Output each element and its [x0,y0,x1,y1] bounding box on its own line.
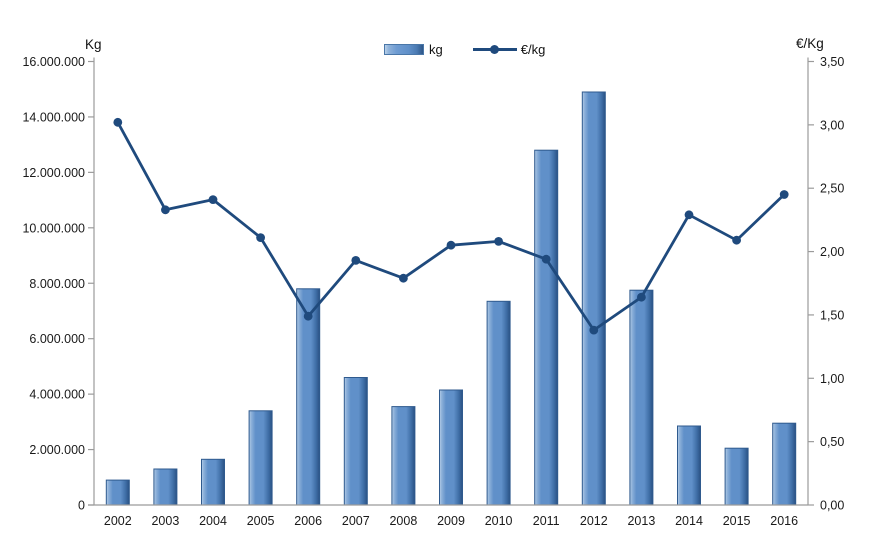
legend-line-swatch-icon [472,44,517,54]
x-axis-label-2010: 2010 [485,514,513,528]
x-axis-label-2003: 2003 [151,514,179,528]
bar-2013 [629,289,654,506]
right-axis-tick-label: 3,50 [820,55,844,69]
left-axis-tick-label: 0 [78,499,85,513]
right-axis-tick-label: 0,00 [820,499,844,513]
line-point-2014 [684,210,694,220]
right-axis-tick-label: 2,50 [820,182,844,196]
x-axis-label-2011: 2011 [533,514,560,528]
bar-2004 [201,458,225,506]
line-point-2007 [351,256,361,265]
legend-label-kg: kg [429,41,443,57]
left-axis-tick-label: 16.000.000 [22,55,85,69]
x-axis-label-2006: 2006 [294,514,322,528]
x-axis-label-2016: 2016 [770,514,798,528]
left-axis-title: Kg [85,37,102,52]
bar-2010 [486,300,511,506]
line-point-2015 [732,235,741,245]
line-point-2009 [446,240,456,250]
x-axis-label-2008: 2008 [389,514,417,528]
x-axis-label-2009: 2009 [437,514,465,528]
bar-2005 [248,410,273,506]
left-axis-tick-label: 6.000.000 [29,332,85,346]
bar-2006 [296,288,321,506]
bar-2009 [439,389,463,506]
x-axis-label-2014: 2014 [675,514,703,528]
right-axis-tick-label: 0,50 [820,435,844,449]
legend-line-dot-icon [490,44,500,54]
line-point-2005 [256,233,265,243]
right-axis-tick-label: 1,50 [820,308,844,322]
left-axis-tick-label: 10.000.000 [22,221,85,235]
x-axis-label-2007: 2007 [342,514,370,528]
price-line [116,120,786,332]
line-point-2003 [161,205,170,215]
bar-2012 [581,91,606,506]
bar-2007 [343,377,368,506]
line-point-2012 [589,325,599,335]
right-axis-tick-label: 3,00 [820,118,844,132]
x-axis-label-2015: 2015 [723,514,751,528]
legend-bar-swatch-icon [384,43,424,55]
left-axis-tick-label: 8.000.000 [29,277,85,291]
x-axis-label-2005: 2005 [247,514,275,528]
x-axis-label-2004: 2004 [199,514,227,528]
left-axis-tick-label: 14.000.000 [22,110,85,124]
bar-2015 [724,447,749,506]
bar-2014 [677,425,701,506]
legend: kg €/kg [384,41,545,57]
x-axis-label-2002: 2002 [104,514,132,528]
line-point-2004 [208,195,218,205]
left-axis-tick-label: 12.000.000 [22,166,85,180]
right-axis-tick-label: 2,00 [820,245,844,259]
right-axis-title: €/Kg [796,36,824,51]
line-point-2011 [541,254,551,264]
left-axis-tick-label: 2.000.000 [29,443,85,457]
x-axis-label-2012: 2012 [580,514,608,528]
bar-2003 [153,468,178,506]
line-point-2010 [494,237,503,246]
line-point-2006 [303,311,313,321]
line-point-2016 [779,190,789,199]
left-axis-tick-label: 4.000.000 [29,388,85,402]
line-point-2008 [399,273,408,283]
bar-2002 [105,479,130,506]
bar-2008 [391,406,416,506]
bar-2016 [772,422,797,506]
legend-label-eur-per-kg: €/kg [520,41,546,57]
line-point-2013 [637,292,646,302]
right-axis-tick-label: 1,00 [820,372,844,386]
bar-2011 [534,149,559,506]
x-axis-label-2013: 2013 [627,514,655,528]
line-point-2002 [113,117,123,127]
